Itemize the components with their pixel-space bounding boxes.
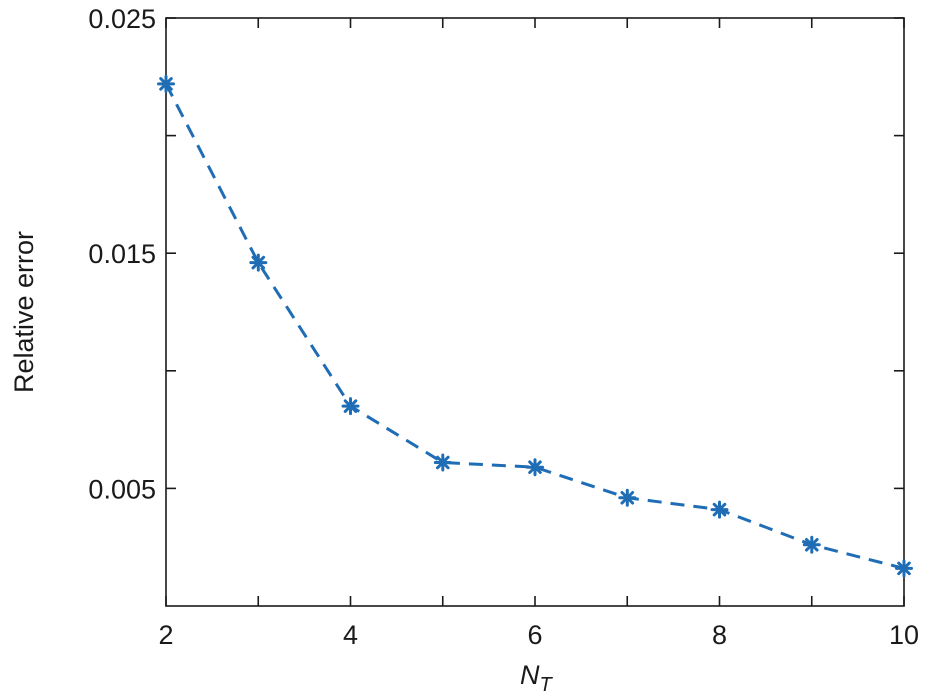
x-axis-label: NT [520,660,554,696]
x-axis-label-subscript: T [540,674,554,696]
data-point-marker [895,559,913,578]
data-point-marker [249,253,268,272]
x-axis-label-main: N [520,660,540,690]
y-tick-label: 0.015 [88,239,156,269]
data-point-marker [526,458,544,477]
plot-frame [165,17,905,607]
series-line [164,83,905,570]
x-tick-label: 8 [712,620,727,650]
marker-stroke [343,399,358,413]
marker-stroke [251,255,266,270]
marker-stroke [528,460,542,475]
marker-stroke [435,455,450,470]
marker-stroke [804,537,819,552]
marker-stroke [897,561,911,576]
marker-stroke [620,490,635,505]
marker-stroke [712,502,727,517]
data-point-marker [157,74,175,93]
data-series [157,74,913,578]
y-tick-label: 0.005 [88,474,156,504]
data-point-marker [710,500,729,519]
data-point-marker [433,453,452,472]
x-tick-label: 4 [343,620,358,650]
marker-stroke [159,77,173,91]
data-point-marker [802,535,821,554]
data-point-marker [618,488,637,507]
y-tick-label: 0.025 [88,4,156,34]
data-point-marker [341,397,360,416]
tick-labels: 2 4 6 8 10 0.005 0.015 0.025 [88,4,919,650]
tick-marks [165,17,905,606]
x-tick-label: 6 [527,620,542,650]
x-tick-label: 2 [158,620,173,650]
y-axis-label: Relative error [9,231,39,393]
x-tick-label: 10 [889,620,919,650]
